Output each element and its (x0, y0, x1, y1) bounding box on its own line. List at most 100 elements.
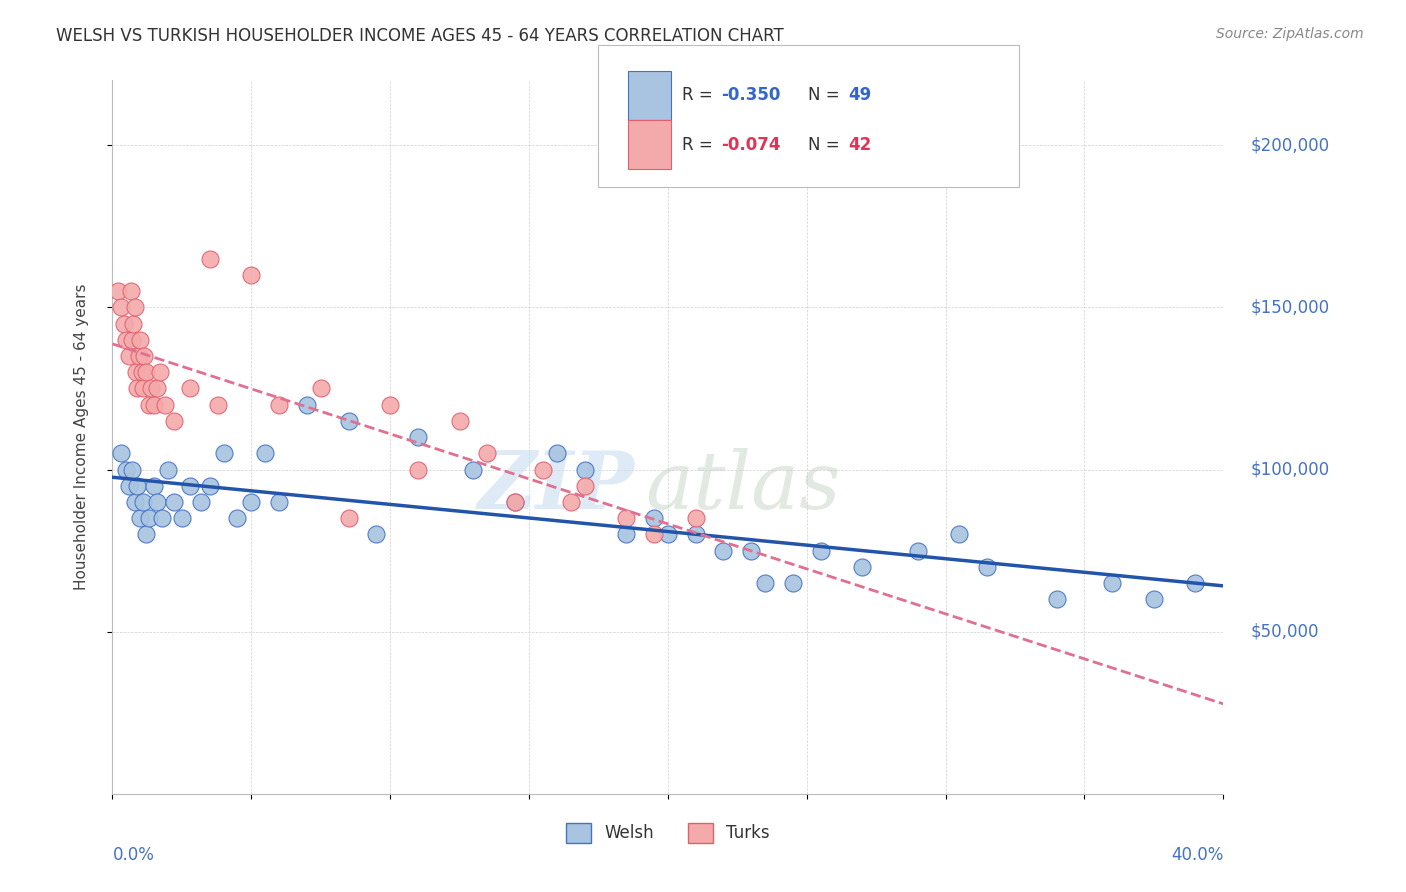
Point (121, 333, 143, 347)
Point (146, 381, 169, 395)
Point (146, 495, 169, 509)
Point (107, 284, 129, 298)
Point (1101, 576, 1123, 591)
Point (190, 495, 212, 509)
Point (162, 495, 184, 509)
Point (124, 301, 146, 315)
Point (614, 511, 637, 525)
Point (254, 446, 277, 460)
Point (754, 576, 776, 591)
Point (134, 349, 156, 363)
Point (295, 398, 318, 412)
Text: $50,000: $50,000 (1251, 623, 1319, 640)
Point (127, 381, 149, 395)
Point (449, 414, 471, 428)
Point (207, 398, 229, 412)
Point (337, 511, 360, 525)
Point (124, 495, 146, 509)
Text: R =: R = (682, 87, 718, 104)
Text: WELSH VS TURKISH HOUSEHOLDER INCOME AGES 45 - 64 YEARS CORRELATION CHART: WELSH VS TURKISH HOUSEHOLDER INCOME AGES… (56, 27, 785, 45)
Point (120, 284, 142, 298)
Point (240, 268, 263, 282)
Point (337, 414, 360, 428)
Text: 49: 49 (848, 87, 872, 104)
Point (531, 462, 554, 476)
Point (170, 511, 193, 525)
Text: R =: R = (682, 136, 718, 153)
Point (138, 398, 160, 412)
Point (574, 462, 596, 476)
Point (614, 527, 637, 541)
Point (1046, 592, 1069, 607)
Point (110, 446, 132, 460)
Point (135, 527, 157, 541)
Point (267, 398, 291, 412)
Point (152, 511, 174, 525)
Point (135, 365, 157, 379)
Text: $150,000: $150,000 (1251, 298, 1330, 317)
Point (128, 349, 150, 363)
Point (657, 527, 679, 541)
Point (1184, 576, 1206, 591)
Point (198, 252, 221, 266)
Text: ZIP: ZIP (478, 449, 634, 525)
Point (118, 479, 141, 493)
Point (149, 365, 172, 379)
Point (560, 495, 582, 509)
Text: N =: N = (808, 136, 845, 153)
Point (115, 462, 138, 476)
Point (643, 527, 665, 541)
Point (740, 543, 762, 558)
Point (129, 333, 152, 347)
Point (157, 462, 180, 476)
Y-axis label: Householder Income Ages 45 - 64 years: Householder Income Ages 45 - 64 years (75, 284, 89, 591)
Point (976, 559, 998, 574)
Text: $100,000: $100,000 (1251, 460, 1330, 478)
Point (503, 495, 526, 509)
Point (907, 543, 929, 558)
Point (155, 398, 177, 412)
Point (1143, 592, 1166, 607)
Point (782, 576, 804, 591)
Point (546, 446, 568, 460)
Point (503, 495, 526, 509)
Point (132, 495, 155, 509)
Point (143, 479, 166, 493)
Point (138, 511, 160, 525)
Point (129, 511, 152, 525)
Point (125, 365, 148, 379)
Point (574, 479, 596, 493)
Point (685, 511, 707, 525)
Point (198, 479, 221, 493)
Text: 42: 42 (848, 136, 872, 153)
Text: Source: ZipAtlas.com: Source: ZipAtlas.com (1216, 27, 1364, 41)
Point (162, 414, 184, 428)
Text: -0.350: -0.350 (721, 87, 780, 104)
Point (851, 559, 873, 574)
Point (463, 462, 485, 476)
Point (309, 381, 332, 395)
Text: 40.0%: 40.0% (1171, 846, 1223, 863)
Text: 0.0%: 0.0% (112, 846, 155, 863)
Point (131, 365, 153, 379)
Point (212, 446, 235, 460)
Point (226, 511, 249, 525)
Point (477, 446, 499, 460)
Point (132, 381, 155, 395)
Point (240, 495, 263, 509)
Point (179, 381, 201, 395)
Point (141, 381, 163, 395)
Point (643, 511, 665, 525)
Point (122, 317, 145, 331)
Legend: Welsh, Turks: Welsh, Turks (560, 816, 776, 850)
Point (948, 527, 970, 541)
Text: $200,000: $200,000 (1251, 136, 1330, 154)
Point (179, 479, 201, 493)
Point (380, 398, 402, 412)
Point (406, 462, 429, 476)
Point (121, 462, 143, 476)
Point (127, 479, 149, 493)
Point (267, 495, 291, 509)
Point (112, 317, 135, 331)
Point (118, 349, 141, 363)
